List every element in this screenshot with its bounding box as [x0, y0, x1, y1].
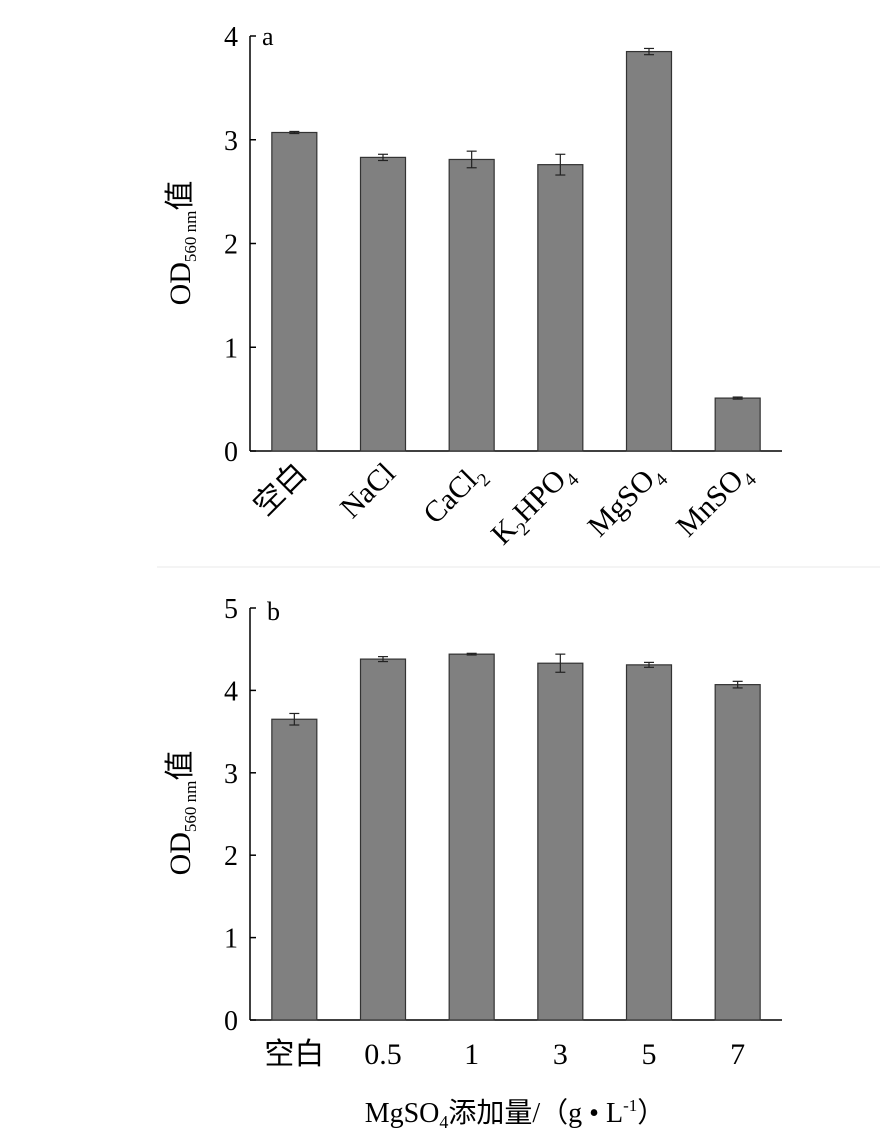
error-bar: [289, 712, 300, 726]
bar: [359, 658, 407, 1021]
x-tick-label: 5: [642, 1038, 657, 1071]
x-tick-label: 7: [730, 1038, 745, 1071]
panel-a-ylabel: OD560 nm值: [164, 181, 200, 306]
y-tick-label: 4: [224, 676, 238, 707]
panel-b-label: b: [267, 597, 280, 626]
x-tick-label: CaCl2: [417, 457, 495, 535]
bar: [359, 156, 407, 452]
bar: [271, 718, 318, 1021]
bar: [625, 664, 673, 1021]
error-bar: [466, 150, 477, 169]
panel-b-xlabel: MgSO4添加量/（g • L-1）: [365, 1096, 666, 1132]
x-tick-label: 3: [553, 1038, 568, 1071]
error-bar: [555, 153, 566, 176]
x-tick-label: 空白: [264, 1038, 324, 1071]
y-tick-label: 1: [224, 333, 238, 364]
y-tick-label: 4: [224, 22, 238, 53]
bar: [448, 653, 495, 1021]
bar: [714, 397, 761, 452]
error-bar: [732, 680, 743, 689]
bar: [537, 164, 584, 452]
x-tick-label: 空白: [248, 457, 314, 523]
error-bar: [466, 652, 477, 656]
y-tick-label: 1: [224, 924, 238, 955]
bar: [537, 662, 584, 1021]
y-tick-label: 3: [224, 759, 238, 790]
error-bar: [378, 153, 388, 162]
x-tick-label: 0.5: [364, 1038, 402, 1071]
panel-b-ylabel: OD560 nm值: [164, 751, 200, 876]
x-tick-label: NaCl: [334, 457, 402, 525]
bar: [448, 158, 495, 452]
bar: [271, 131, 318, 452]
error-bar: [732, 396, 743, 400]
error-bar: [644, 661, 654, 668]
y-tick-label: 5: [224, 594, 238, 625]
panel-a-label: a: [262, 22, 274, 51]
bar: [714, 684, 761, 1021]
bar: [625, 50, 673, 452]
error-bar: [289, 130, 300, 135]
y-tick-label: 2: [224, 841, 238, 872]
error-bar: [644, 47, 654, 56]
x-tick-label: 1: [464, 1038, 479, 1071]
y-tick-label: 0: [224, 1006, 238, 1037]
panel-b-plot: 0 1 2 3 4 5 空白 0.5 1 3 5 7: [224, 594, 782, 1071]
error-bar: [378, 656, 388, 663]
x-tick-label: MnSO4: [670, 456, 761, 547]
y-tick-label: 3: [224, 126, 238, 157]
x-tick-label: K2HPO4: [485, 456, 584, 555]
error-bar: [555, 653, 566, 673]
panel-a: a OD560 nm值 0 1 2 3 4 空白 NaCl CaCl2K2HPO4MgSO4M…: [157, 22, 880, 568]
x-tick-label: MgSO4: [581, 456, 672, 547]
y-tick-label: 0: [224, 437, 238, 468]
y-tick-label: 2: [224, 230, 238, 261]
